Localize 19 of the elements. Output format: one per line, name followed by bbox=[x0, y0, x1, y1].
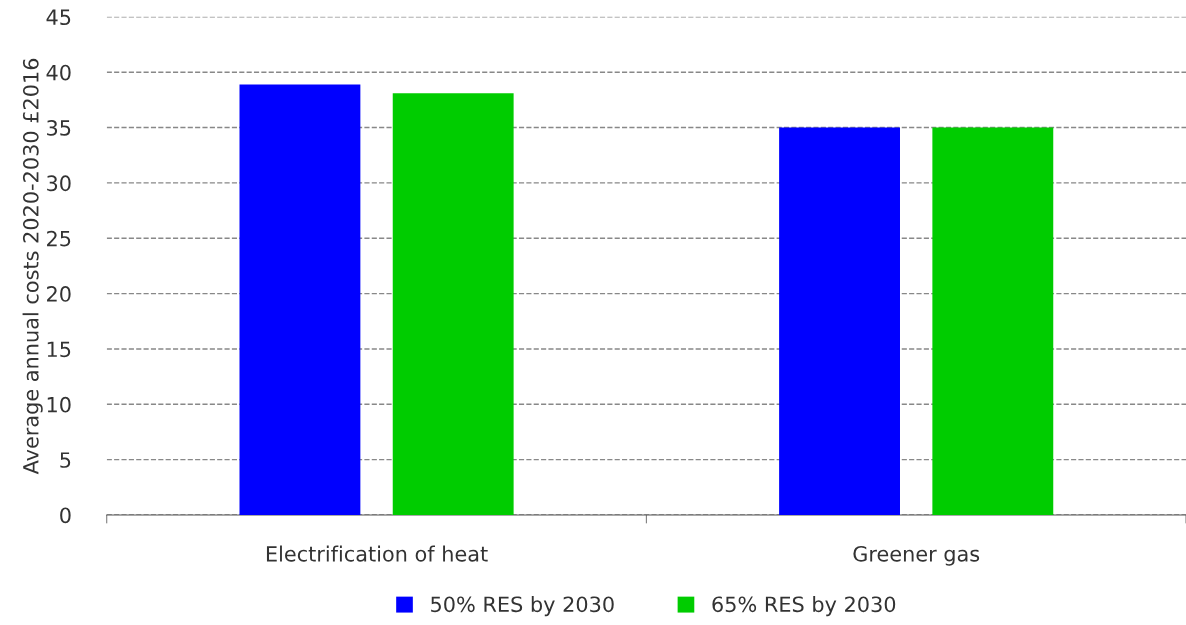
y-tick-label: 0 bbox=[60, 507, 71, 524]
y-tick-label: 10 bbox=[47, 396, 71, 413]
y-tick-label: 25 bbox=[47, 230, 71, 247]
legend-label: 65% RES by 2030 bbox=[712, 596, 896, 617]
bar bbox=[239, 84, 361, 515]
x-tick-label: Electrification of heat bbox=[266, 545, 488, 562]
y-tick-label: 45 bbox=[46, 9, 71, 26]
y-tick-label: 15 bbox=[47, 341, 71, 358]
y-tick-label: 5 bbox=[60, 452, 71, 468]
y-tick-label: 40 bbox=[46, 64, 71, 81]
legend-label: 50% RES by 2030 bbox=[431, 596, 614, 617]
y-axis-title: Average annual costs 2020-2030 £2016 bbox=[22, 58, 43, 475]
y-tick-label: 20 bbox=[47, 286, 71, 302]
bar bbox=[932, 127, 1054, 515]
x-tick-label: Greener gas bbox=[853, 545, 980, 566]
y-tick-label: 35 bbox=[47, 120, 71, 136]
bar bbox=[392, 93, 514, 515]
y-tick-label: 30 bbox=[47, 175, 71, 192]
bar bbox=[779, 127, 900, 515]
